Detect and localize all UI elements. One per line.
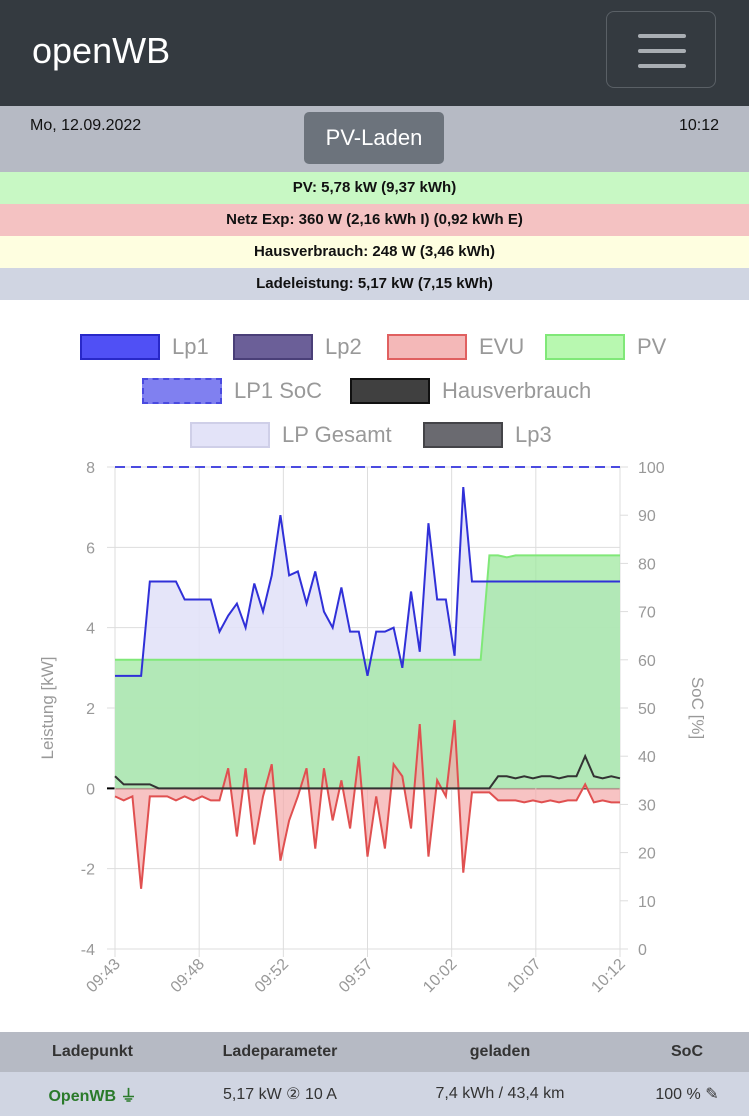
y2-tick-label: 100 (638, 460, 665, 477)
y2-tick-label: 90 (638, 508, 656, 525)
lp-gesamt-area (115, 487, 620, 789)
y-tick-label: 0 (86, 781, 95, 798)
legend-item[interactable]: Lp1 (80, 334, 209, 360)
table-header: Ladepunkt Ladeparameter geladen SoC (0, 1032, 749, 1072)
y-tick-label: 8 (86, 460, 95, 477)
y2-tick-label: 20 (638, 846, 656, 863)
plug-icon: ⏚ (120, 1088, 137, 1105)
col-header: Ladepunkt (52, 1043, 133, 1060)
legend-swatch (423, 422, 503, 448)
pv-area (115, 555, 620, 789)
legend-swatch (190, 422, 270, 448)
x-tick-label: 09:48 (168, 956, 208, 996)
soc-value: 100 % (655, 1086, 701, 1103)
x-tick-label: 09:52 (252, 956, 292, 996)
evu-area (115, 720, 620, 889)
house-summary: Hausverbrauch: 248 W (3,46 kWh) (0, 236, 749, 268)
y2-tick-label: 30 (638, 797, 656, 814)
date: Mo, 12.09.2022 (30, 117, 142, 134)
hamburger-icon-bar (638, 49, 686, 53)
y2-tick-label: 0 (638, 942, 647, 959)
lp1-line (115, 486, 620, 677)
y2-tick-label: 40 (638, 749, 656, 766)
edit-icon[interactable]: ✎ (705, 1086, 719, 1103)
legend-swatch (350, 378, 430, 404)
charge-summary: Ladeleistung: 5,17 kW (7,15 kWh) (0, 268, 749, 300)
status-bar: Mo, 12.09.2022 PV-Laden 10:12 (0, 106, 749, 172)
y2-tick-label: 80 (638, 556, 656, 573)
brand-logo[interactable]: openWB (32, 30, 171, 71)
legend-swatch (545, 334, 625, 360)
y2-tick-label: 10 (638, 894, 656, 911)
legend-item[interactable]: PV (545, 334, 666, 360)
x-tick-label: 09:57 (336, 956, 376, 996)
col-header: SoC (671, 1043, 703, 1060)
x-tick-label: 09:43 (83, 956, 123, 996)
y-tick-label: -2 (81, 862, 95, 879)
x-tick-label: 10:02 (420, 956, 460, 996)
legend-swatch (387, 334, 467, 360)
legend-label: Lp1 (172, 334, 209, 359)
legend-item[interactable]: Lp2 (233, 334, 362, 360)
legend-item[interactable]: Lp3 (423, 422, 552, 448)
charged-amount: 7,4 kWh / 43,4 km (435, 1085, 565, 1102)
charge-mode-button[interactable]: PV-Laden (304, 112, 444, 164)
legend-swatch (142, 378, 222, 404)
y-tick-label: -4 (81, 942, 95, 959)
legend-label: LP1 SoC (234, 378, 323, 403)
col-header: geladen (469, 1043, 531, 1060)
legend-label: LP Gesamt (282, 422, 392, 447)
legend-label: Lp3 (515, 422, 552, 447)
y2-tick-label: 50 (638, 701, 656, 718)
legend-swatch (80, 334, 160, 360)
legend-label: PV (637, 334, 667, 359)
hamburger-icon (638, 34, 686, 38)
pv-summary: PV: 5,78 kW (9,37 kWh) (0, 172, 749, 204)
time: 10:12 (678, 117, 719, 134)
soc-cell[interactable]: 100 % ✎ (625, 1084, 749, 1104)
grid-summary: Netz Exp: 360 W (2,16 kWh I) (0,92 kWh E… (0, 204, 749, 236)
legend-item[interactable]: LP Gesamt (190, 422, 392, 448)
y-tick-label: 2 (86, 701, 95, 718)
chargepoint-label: OpenWB (48, 1088, 117, 1105)
table-row: OpenWB ⏚ 5,17 kW ② 10 A 7,4 kWh / 43,4 k… (0, 1072, 749, 1116)
legend-label: Hausverbrauch (442, 378, 592, 403)
x-tick-label: 10:07 (504, 956, 544, 996)
hamburger-icon-bar (638, 64, 686, 68)
chargepoint-table: Ladepunkt Ladeparameter geladen SoC Open… (0, 1032, 749, 1116)
y2-tick-label: 70 (638, 605, 656, 622)
legend-item[interactable]: LP1 SoC (142, 378, 322, 404)
charge-params: 5,17 kW ② 10 A (223, 1086, 337, 1103)
legend-label: Lp2 (325, 334, 362, 359)
hausverbrauch-line (114, 753, 621, 790)
legend-item[interactable]: Hausverbrauch (350, 378, 591, 404)
legend-item[interactable]: EVU (387, 334, 524, 360)
x-tick-label: 10:12 (588, 956, 628, 996)
y-axis-title: Leistung [kW] (38, 657, 57, 760)
pv-line (115, 554, 620, 661)
legend-label: EVU (479, 334, 525, 359)
menu-button[interactable] (606, 11, 716, 88)
chargepoint-name[interactable]: OpenWB ⏚ (0, 1082, 185, 1106)
evu-line (114, 719, 620, 889)
y-tick-label: 6 (86, 540, 95, 557)
navbar: openWB (0, 0, 749, 106)
col-header: Ladeparameter (222, 1043, 338, 1060)
y-tick-label: 4 (86, 621, 95, 638)
y2-tick-label: 60 (638, 653, 656, 670)
y2-axis-title: SoC [%] (688, 677, 707, 739)
legend-swatch (233, 334, 313, 360)
